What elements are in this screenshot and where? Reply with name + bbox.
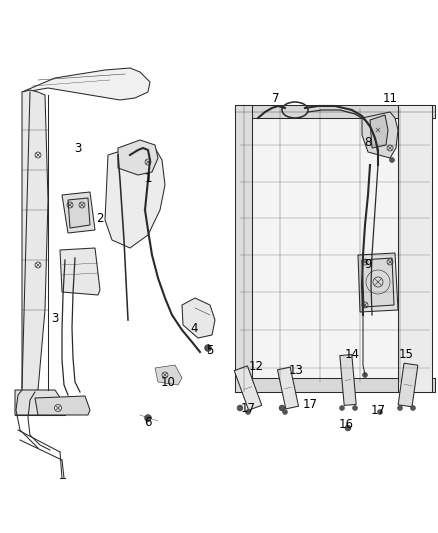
Polygon shape: [340, 354, 356, 406]
Text: 8: 8: [364, 135, 372, 149]
Polygon shape: [22, 90, 48, 392]
Polygon shape: [240, 108, 430, 382]
Polygon shape: [60, 248, 100, 295]
Polygon shape: [370, 115, 388, 148]
Text: 7: 7: [272, 92, 280, 104]
Text: 13: 13: [289, 364, 304, 376]
Circle shape: [410, 406, 416, 410]
Polygon shape: [62, 192, 95, 233]
Text: 15: 15: [399, 349, 413, 361]
Circle shape: [246, 409, 251, 415]
Polygon shape: [105, 145, 165, 248]
Text: 1: 1: [144, 172, 152, 184]
Polygon shape: [358, 253, 398, 312]
Polygon shape: [68, 198, 90, 228]
Polygon shape: [398, 105, 432, 392]
Circle shape: [345, 425, 351, 431]
Polygon shape: [234, 366, 262, 410]
Text: 6: 6: [144, 416, 152, 429]
Circle shape: [378, 409, 382, 415]
Text: 17: 17: [303, 399, 318, 411]
Circle shape: [363, 373, 367, 377]
Circle shape: [283, 409, 287, 415]
Text: 2: 2: [96, 212, 104, 224]
Polygon shape: [362, 112, 398, 158]
Text: 12: 12: [248, 359, 264, 373]
Circle shape: [353, 406, 357, 410]
Polygon shape: [22, 68, 150, 100]
Text: 14: 14: [345, 349, 360, 361]
Text: 3: 3: [51, 311, 59, 325]
Polygon shape: [118, 140, 158, 175]
Circle shape: [279, 405, 285, 411]
Polygon shape: [182, 298, 215, 338]
Polygon shape: [155, 365, 182, 385]
Polygon shape: [15, 390, 65, 415]
Polygon shape: [235, 105, 252, 392]
Text: 16: 16: [339, 418, 353, 432]
Text: 4: 4: [190, 321, 198, 335]
Circle shape: [145, 415, 152, 422]
Circle shape: [237, 405, 243, 411]
Text: 17: 17: [371, 403, 385, 416]
Text: 11: 11: [382, 92, 398, 104]
Text: 5: 5: [206, 343, 214, 357]
Polygon shape: [35, 396, 90, 415]
Polygon shape: [278, 367, 299, 409]
Circle shape: [398, 406, 403, 410]
Circle shape: [205, 344, 212, 351]
Text: 3: 3: [74, 141, 82, 155]
Text: 9: 9: [364, 259, 372, 271]
Circle shape: [389, 157, 395, 163]
Polygon shape: [398, 363, 418, 407]
Polygon shape: [235, 378, 435, 392]
Circle shape: [339, 406, 345, 410]
Polygon shape: [235, 105, 435, 118]
Polygon shape: [362, 258, 394, 307]
Text: 17: 17: [240, 401, 255, 415]
Text: 10: 10: [161, 376, 176, 389]
